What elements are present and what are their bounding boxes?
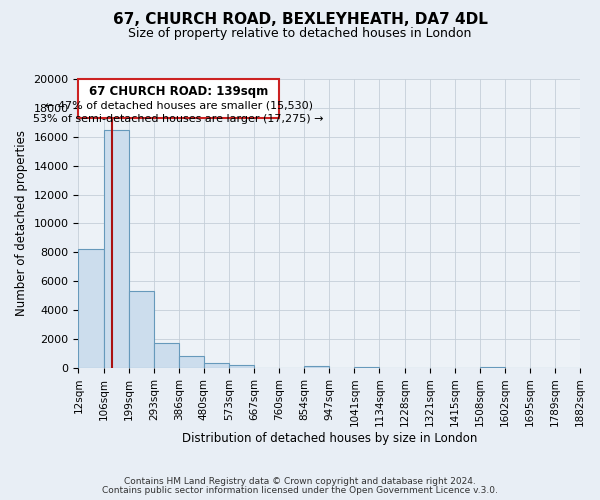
Text: ← 47% of detached houses are smaller (15,530): ← 47% of detached houses are smaller (15… (45, 100, 313, 110)
Bar (355, 366, 379, 368)
Text: 67 CHURCH ROAD: 139sqm: 67 CHURCH ROAD: 139sqm (89, 85, 268, 98)
Text: 53% of semi-detached houses are larger (17,275) →: 53% of semi-detached houses are larger (… (34, 114, 324, 124)
Text: Contains public sector information licensed under the Open Government Licence v.: Contains public sector information licen… (102, 486, 498, 495)
Bar (79, 250, 104, 368)
Bar (229, 364, 254, 368)
Text: 67, CHURCH ROAD, BEXLEYHEATH, DA7 4DL: 67, CHURCH ROAD, BEXLEYHEATH, DA7 4DL (113, 12, 487, 28)
Text: Contains HM Land Registry data © Crown copyright and database right 2024.: Contains HM Land Registry data © Crown c… (124, 477, 476, 486)
Bar (179, 356, 204, 368)
X-axis label: Distribution of detached houses by size in London: Distribution of detached houses by size … (182, 432, 477, 445)
Bar (128, 292, 154, 368)
Bar (154, 342, 179, 368)
Bar (304, 366, 329, 368)
Bar (204, 364, 229, 368)
Y-axis label: Number of detached properties: Number of detached properties (15, 130, 28, 316)
Text: Size of property relative to detached houses in London: Size of property relative to detached ho… (128, 28, 472, 40)
Bar (104, 130, 128, 368)
Bar (479, 367, 505, 368)
